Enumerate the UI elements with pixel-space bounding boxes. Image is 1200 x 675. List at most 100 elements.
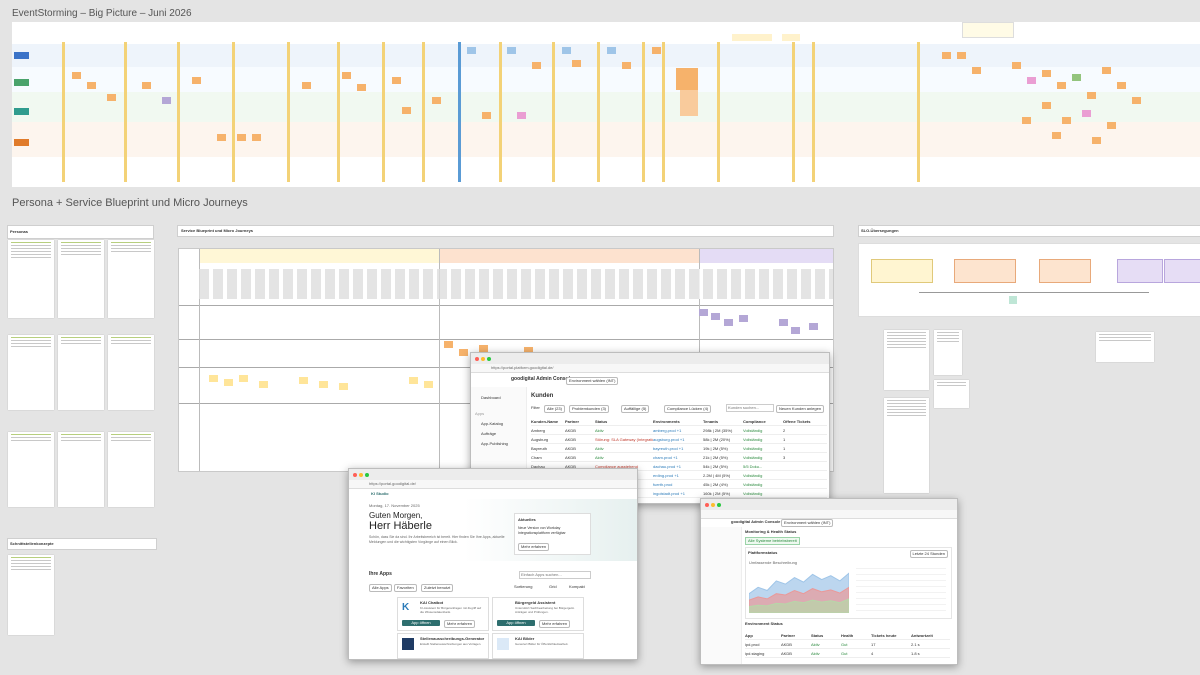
status-badge: Aktiv [595,455,653,460]
cell-time: 2.1 s [911,642,947,647]
app-search-input[interactable] [519,571,591,579]
col-name: Kunden-Name [531,419,565,424]
col-env: Environments [653,419,703,424]
table-row[interactable]: Amberg AKDB Aktiv amberg.prod +1 298k | 2M (… [531,426,827,435]
environment-link[interactable]: bayreuth.prod +1 [653,446,703,451]
app-card-stellen[interactable]: Stellenausschreibungs-Generator Erstellt… [397,633,489,659]
tickets: 1 [783,446,823,451]
nav-dashboard[interactable]: Dashboard [471,387,526,401]
tenants: 54k | 2M (5%) [703,464,743,469]
partner: AKDB [565,428,595,433]
metrics-list [856,568,946,613]
nav-app-publishing[interactable]: App-Publishing [471,437,526,447]
customer-name: Cham [531,455,565,460]
tickets: 1 [783,437,823,442]
board-title: EventStorming – Big Picture – Juni 2026 [12,8,192,19]
greeting: Guten Morgen, [369,511,422,520]
brand: KI Studio [371,491,389,497]
lane-2 [12,67,1200,92]
tenants: 21k | 2M (5%) [703,455,743,460]
lane-marker-teal [14,108,29,115]
lane-1 [12,44,1200,67]
blueprint-frame[interactable]: Service Blueprint und Micro Journeys [177,225,834,237]
url-bar-monitoring[interactable] [701,510,957,519]
env-select[interactable]: Environment wählen (INT) [566,377,618,385]
home-portal-window[interactable]: https://portal.goodigital.de/ KI Studio … [348,468,638,660]
toggle-compact[interactable]: Kompakt [569,584,585,590]
toggle-sort[interactable]: Sortierung [514,584,532,590]
table-row[interactable]: ipd.prod AKDB Aktiv Gut 17 2.1 s [745,640,950,649]
environment-link[interactable]: cham.prod +1 [653,455,703,460]
nav-apps: Apps [471,401,526,417]
open-app-button[interactable]: App öffnen [497,620,535,626]
env-select-monitoring[interactable]: Environment wählen (INT) [781,519,833,527]
section-title: Persona + Service Blueprint und Micro Jo… [12,197,248,209]
news-card[interactable]: Aktuelles Neue Version von Workday Integ… [514,513,591,555]
news-link[interactable]: Mehr erfahren [518,543,549,551]
col-partner: Partner [565,419,595,424]
user-name: Herr Häberle [369,520,432,532]
tab-favorites[interactable]: Favoriten [394,584,417,592]
schnittstellen-title: Schnittstellenkonzepte [10,541,54,546]
stellen-logo-icon [402,638,414,650]
tab-recent[interactable]: Zuletzt benutzt [421,584,453,592]
environment-link[interactable]: erding.prod +1 [653,473,703,478]
environment-link[interactable]: augsburg.prod +1 [653,437,703,442]
partner: AKDB [565,446,595,451]
partner: AKDB [565,437,595,442]
customer-name: Bayreuth [531,446,565,451]
range-select[interactable]: Letzte 24 Stunden [910,550,948,558]
schnittstellen-frame[interactable]: Schnittstellenkonzepte [7,538,157,550]
date: Montag, 17. November 2025 [369,503,420,509]
filter-all[interactable]: Alle (23) [544,405,565,413]
cell-tickets: 17 [871,642,911,647]
tickets: 3 [783,455,823,460]
slo-diagram[interactable] [858,243,1200,317]
toggle-grid[interactable]: Grid [549,584,557,590]
environment-link[interactable]: dachau.prod +1 [653,464,703,469]
table-row[interactable]: Bayreuth AKDB Aktiv bayreuth.prod +1 19k | 2… [531,444,827,453]
customer-name: Amberg [531,428,565,433]
filter-compliance[interactable]: Compliance Lücken (4) [664,405,711,413]
new-customer-button[interactable]: Neuen Kunden anlegen [776,405,824,413]
lane-marker-green [14,79,29,86]
cell-time: 1.8 s [911,651,947,656]
tenants: 160k | 2M (5%) [703,491,743,496]
cell-health: Gut [841,642,871,647]
tenants: 19k | 2M (5%) [703,446,743,451]
nav-auftraege[interactable]: Aufträge [471,427,526,437]
url-bar-home[interactable]: https://portal.goodigital.de/ [349,480,637,489]
status-badge: Aktiv [595,446,653,451]
personas-frame[interactable]: Personas [7,225,154,239]
slo-frame[interactable]: SLO-Übersegungen [858,225,1200,237]
col-time: Antwortzeit [911,633,947,638]
more-button[interactable]: Mehr erfahren [444,620,475,628]
table-row[interactable]: ipd.staging AKDB Aktiv Gut 4 1.8 s [745,649,950,658]
eventstorming-board[interactable] [12,22,1200,187]
app-card-kai-chatbot[interactable]: K KAI Chatbot KI-Assistent für Bürgeranf… [397,597,489,631]
monitoring-window[interactable]: goodigital Admin Console Environment wäh… [700,498,958,665]
table-row[interactable]: Cham AKDB Aktiv cham.prod +1 21k | 2M (5%) Vo… [531,453,827,462]
app-title-monitoring: goodigital Admin Console [731,519,780,525]
filter-auffaellig[interactable]: Auffällige (5) [621,405,649,413]
table-row[interactable]: Augsburg AKDB Störung: SLA Gateway (Integr… [531,435,827,444]
tab-all-apps[interactable]: Alle Apps [369,584,392,592]
app-card-kai-bilder[interactable]: KAI Bilder Generiert Bilder für Öffentli… [492,633,584,659]
environment-link[interactable]: amberg.prod +1 [653,428,703,433]
intro: Schön, dass Sie da sind. Ihr Arbeitsbere… [369,535,509,544]
customer-name: Augsburg [531,437,565,442]
environment-link[interactable]: ingolstadt.prod +1 [653,491,703,496]
tenants: 58k | 2M (20%) [703,437,743,442]
news-title: Aktuelles [515,514,590,526]
tenants: 45k | 2M (4%) [703,482,743,487]
nav-app-katalog[interactable]: App-Katalog [471,417,526,427]
more-button[interactable]: Mehr erfahren [539,620,570,628]
app-card-buergergeld[interactable]: Bürgergeld Assistent Unterstützt Sachbea… [492,597,584,631]
open-app-button[interactable]: App öffnen [402,620,440,626]
filter-problem[interactable]: Problemkunden (3) [569,405,609,413]
col-health: Health [841,633,871,638]
url-bar[interactable]: https://portal.platform.goodigital.de/ [471,364,829,373]
environment-link[interactable]: fuerth.prod [653,482,703,487]
search-input[interactable] [726,404,774,412]
app-desc: Generiert Bilder für Öffentlichkeitsarbe… [515,643,579,647]
